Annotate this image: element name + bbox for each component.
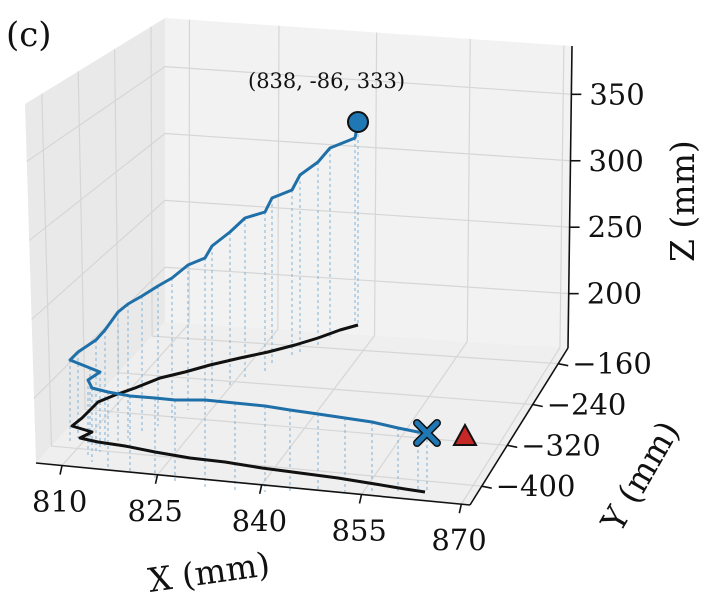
x-tick-label: 870 xyxy=(431,523,486,557)
z-grid-line xyxy=(26,66,572,162)
y-tick-label: −160 xyxy=(572,347,652,381)
panel-label: (c) xyxy=(6,15,52,55)
axis-layer xyxy=(35,45,582,514)
x-grid-back xyxy=(559,45,565,348)
z-axis-line xyxy=(567,45,573,349)
x-tick-label: 810 xyxy=(32,485,87,519)
z-tick-label: 300 xyxy=(588,144,643,178)
y-tick-label: −240 xyxy=(547,388,627,422)
back-pane xyxy=(165,18,572,348)
x-grid-back xyxy=(373,32,378,336)
x-grid-back xyxy=(466,38,471,342)
start-marker xyxy=(347,111,369,133)
z-tick-label: 200 xyxy=(587,277,642,311)
y-tick-mark xyxy=(507,444,518,449)
left-pane xyxy=(25,18,165,463)
z-tick-label: 350 xyxy=(589,77,644,111)
y-tick-label: −400 xyxy=(496,469,576,503)
end-marker xyxy=(413,419,441,447)
y-grid-floor xyxy=(152,335,559,365)
x-tick-mark xyxy=(458,503,463,514)
axes-panes xyxy=(25,18,572,505)
y-tick-mark xyxy=(532,403,543,408)
x-tick-mark xyxy=(154,474,159,484)
tick-labels: 810 825 840 855 870 −160 −240 −320 −400 200 250 300… xyxy=(32,77,652,557)
trajectory-line xyxy=(68,121,428,435)
x-tick-mark xyxy=(358,494,363,504)
floor-pane xyxy=(36,322,568,505)
z-grid-line xyxy=(28,132,571,241)
point-annotation: (838, -86, 333) xyxy=(248,69,405,93)
z-grid-line xyxy=(31,199,570,320)
y-tick-label: −320 xyxy=(521,428,601,462)
x-grid-floor xyxy=(261,335,376,486)
y-tick-mark xyxy=(481,485,492,489)
x-tick-label: 840 xyxy=(232,504,287,538)
y-axis-label: Y (mm) xyxy=(593,414,688,539)
x-tick-label: 855 xyxy=(332,514,387,548)
y-axis-line xyxy=(469,347,569,506)
z-tick-label: 250 xyxy=(588,210,643,244)
y-tick-mark xyxy=(558,362,569,367)
target-marker xyxy=(452,422,478,446)
x-tick-label: 825 xyxy=(128,494,183,528)
y-grid-left xyxy=(41,93,53,447)
x-axis-line xyxy=(35,462,471,506)
x-grid-floor xyxy=(361,341,468,495)
y-grid-left xyxy=(150,26,153,337)
x-tick-mark xyxy=(258,484,263,495)
trajectory-layer xyxy=(68,121,428,494)
x-grid-back xyxy=(277,25,280,330)
z-axis-label: Z (mm) xyxy=(663,140,702,262)
floor-projection-line xyxy=(70,323,426,494)
y-grid-left xyxy=(77,71,86,410)
x-axis-label: X (mm) xyxy=(146,544,273,600)
y-grid-floor xyxy=(118,372,533,406)
y-grid-floor xyxy=(51,445,482,487)
x-tick-mark xyxy=(59,465,63,475)
x-grid-floor xyxy=(460,347,561,505)
